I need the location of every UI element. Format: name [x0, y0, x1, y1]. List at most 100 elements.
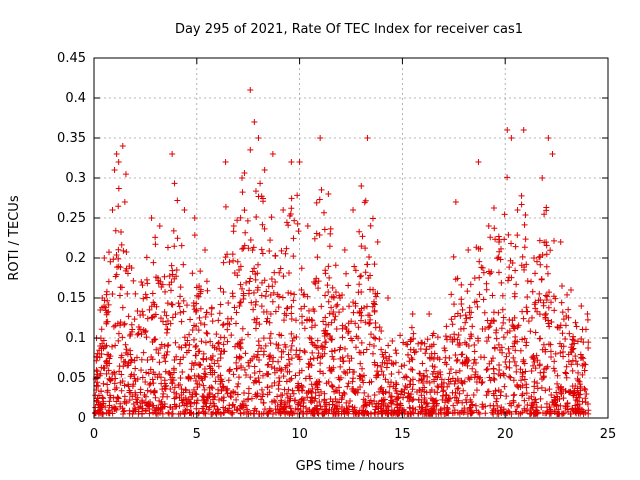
data-point	[386, 389, 393, 396]
data-point	[429, 332, 436, 339]
data-point	[192, 352, 199, 359]
data-point	[398, 363, 405, 370]
data-point	[548, 299, 554, 306]
data-point	[255, 375, 262, 382]
plot-frame	[93, 57, 609, 419]
data-point	[117, 319, 124, 326]
data-point	[196, 361, 203, 368]
data-point	[103, 359, 110, 366]
data-point	[120, 410, 127, 417]
data-point	[445, 376, 452, 383]
data-point	[228, 390, 235, 397]
data-point	[176, 360, 183, 367]
data-point	[112, 405, 119, 412]
data-point	[119, 143, 126, 149]
data-point	[456, 340, 463, 347]
data-point	[543, 251, 550, 258]
data-point	[471, 275, 478, 282]
data-point	[578, 336, 585, 343]
data-point	[325, 288, 332, 295]
data-point	[200, 382, 207, 389]
data-point	[129, 383, 136, 390]
data-point	[445, 408, 452, 415]
data-point	[562, 322, 569, 329]
data-point	[362, 269, 369, 276]
data-point	[349, 378, 356, 385]
data-point	[408, 324, 415, 331]
data-point	[499, 306, 506, 313]
data-point	[345, 282, 352, 289]
data-point	[96, 354, 103, 361]
data-point	[545, 135, 552, 141]
data-point	[126, 396, 133, 403]
data-point	[319, 353, 326, 360]
data-point	[509, 343, 516, 350]
data-point	[467, 314, 474, 321]
data-point	[135, 330, 142, 337]
data-point	[351, 389, 358, 396]
data-point	[103, 358, 110, 365]
data-point	[169, 267, 176, 274]
data-point	[371, 392, 378, 399]
data-point	[528, 278, 535, 285]
data-point	[127, 359, 134, 366]
data-point	[233, 354, 240, 361]
data-point	[119, 334, 126, 341]
data-point	[236, 302, 243, 309]
data-point	[199, 377, 206, 384]
data-point	[103, 319, 110, 325]
data-point	[261, 406, 268, 413]
data-point	[296, 159, 303, 165]
data-point	[337, 363, 344, 370]
data-point	[550, 365, 557, 372]
data-point	[250, 289, 257, 296]
data-point	[504, 127, 511, 133]
data-point	[171, 356, 178, 363]
data-point	[577, 381, 584, 388]
data-point	[292, 372, 299, 379]
data-point	[291, 291, 298, 298]
data-point	[239, 325, 246, 332]
data-point	[242, 350, 249, 357]
data-point	[495, 254, 502, 261]
data-point	[209, 318, 216, 325]
data-point	[361, 304, 368, 311]
data-point	[380, 372, 387, 379]
data-point	[500, 406, 507, 413]
data-point	[357, 360, 364, 367]
data-point	[219, 322, 226, 329]
data-point	[388, 393, 395, 400]
data-point	[288, 303, 295, 310]
data-point	[135, 323, 142, 330]
data-point	[491, 225, 498, 232]
data-point	[486, 360, 493, 367]
data-point	[132, 365, 139, 372]
data-point	[519, 392, 526, 399]
data-point	[514, 232, 521, 239]
data-point	[237, 340, 244, 347]
data-point	[366, 320, 373, 327]
x-tick-label: 25	[600, 427, 617, 442]
data-point	[274, 393, 281, 400]
data-point	[383, 355, 390, 362]
data-point	[266, 247, 273, 254]
data-point	[112, 342, 119, 349]
data-point	[511, 391, 518, 398]
data-point	[534, 357, 541, 364]
data-point	[258, 292, 265, 299]
data-point	[116, 292, 123, 299]
data-point	[260, 335, 267, 342]
data-point	[180, 308, 187, 315]
data-point	[536, 290, 543, 297]
data-point	[122, 358, 129, 365]
data-point	[392, 385, 399, 392]
data-point	[540, 299, 547, 306]
data-point	[548, 319, 555, 326]
data-point	[440, 388, 447, 395]
data-point	[244, 217, 251, 224]
data-point	[240, 245, 247, 252]
data-point	[143, 254, 150, 261]
data-point	[203, 309, 210, 316]
data-point	[372, 320, 379, 327]
data-point	[101, 255, 108, 261]
